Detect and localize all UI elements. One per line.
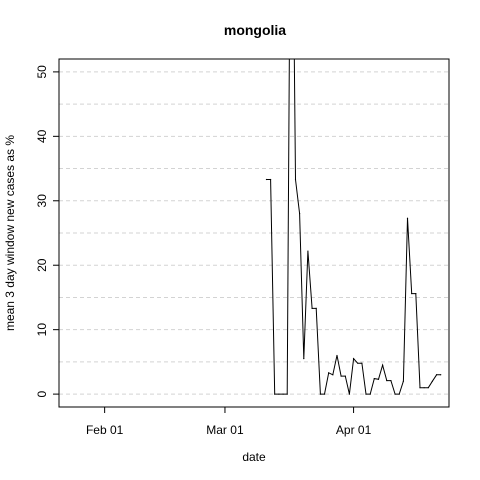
data-point — [299, 213, 301, 215]
data-point — [323, 393, 326, 395]
data-point — [365, 393, 367, 395]
data-point — [269, 178, 272, 181]
y-axis-label: mean 3 day window new cases as % — [3, 135, 17, 331]
y-tick-label: 10 — [35, 323, 49, 337]
data-point — [411, 292, 413, 295]
x-tick-label: Feb 01 — [86, 423, 124, 437]
data-point — [282, 393, 284, 395]
data-point — [402, 380, 404, 382]
data-point — [390, 379, 392, 382]
x-axis: Feb 01 Mar 01 Apr 01 — [86, 407, 372, 437]
data-point — [394, 393, 396, 395]
data-point — [377, 378, 380, 380]
data-point — [307, 250, 309, 252]
data-point — [427, 387, 429, 389]
gridlines — [59, 71, 449, 395]
data-point — [328, 372, 330, 374]
data-point — [348, 393, 351, 395]
data-point — [435, 374, 438, 376]
data-point — [274, 393, 276, 395]
data-point — [344, 375, 346, 377]
data-point — [340, 375, 342, 377]
data-point — [286, 393, 288, 395]
data-point — [382, 364, 384, 366]
plot-frame — [58, 58, 450, 408]
data-point — [386, 379, 388, 382]
data-point — [265, 178, 268, 181]
x-axis-label: date — [242, 450, 266, 464]
y-axis: 0 10 20 30 40 50 — [35, 65, 59, 397]
y-tick-label: 50 — [35, 65, 49, 79]
data-point — [415, 292, 417, 295]
data-point — [315, 307, 317, 309]
y-tick-label: 40 — [35, 129, 49, 143]
data-point — [361, 362, 363, 364]
data-point — [373, 378, 375, 380]
data-point — [431, 380, 434, 382]
data-point — [332, 374, 334, 376]
data-point — [419, 387, 421, 389]
data-point — [336, 354, 338, 357]
data-point — [423, 387, 425, 389]
y-tick-label: 0 — [35, 390, 49, 397]
x-tick-label: Mar 01 — [206, 423, 244, 437]
series-layer — [265, 59, 442, 395]
data-point — [278, 393, 280, 395]
chart-title: mongolia — [224, 22, 286, 38]
data-point — [311, 307, 313, 309]
data-point — [319, 393, 321, 395]
data-point — [369, 393, 371, 395]
data-point — [406, 217, 409, 219]
x-tick-label: Apr 01 — [336, 423, 372, 437]
data-point — [294, 178, 297, 181]
data-point — [303, 358, 305, 360]
data-point — [440, 374, 442, 376]
y-tick-label: 20 — [35, 258, 49, 272]
y-tick-label: 30 — [35, 194, 49, 208]
data-point — [352, 358, 355, 360]
data-point — [357, 362, 359, 364]
data-point — [398, 393, 400, 395]
